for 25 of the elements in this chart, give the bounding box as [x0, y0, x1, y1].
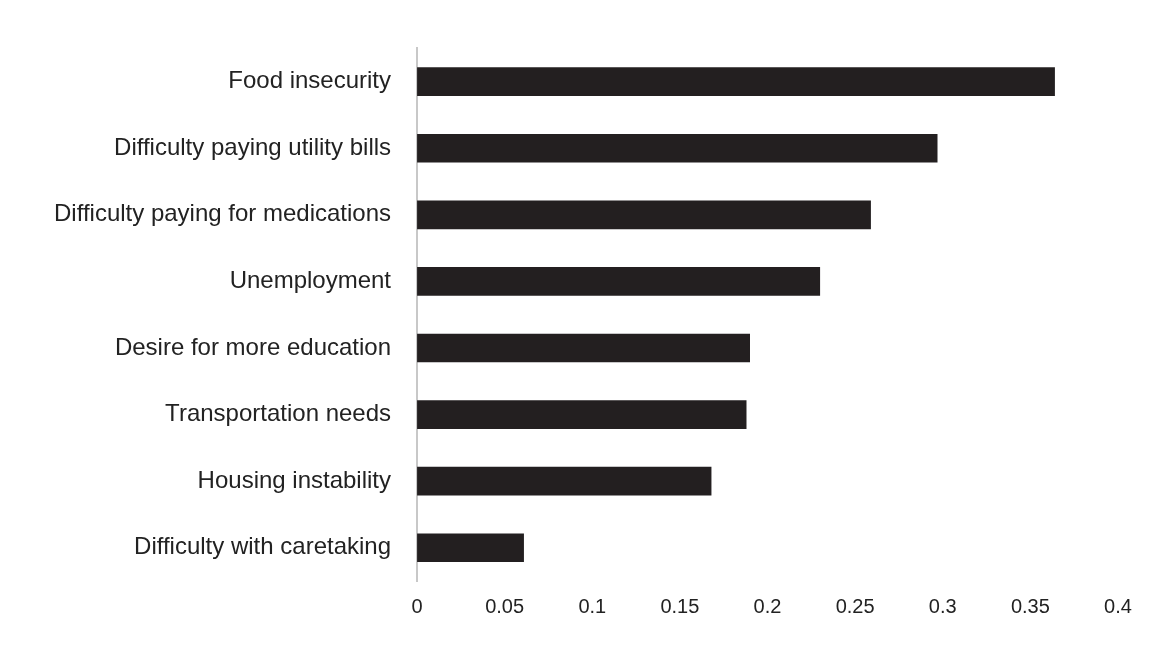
y-tick-label: Transportation needs	[165, 399, 392, 427]
bar	[417, 400, 747, 429]
y-tick-label: Desire for more education	[114, 332, 392, 360]
x-tick-label: 0.15	[660, 594, 700, 617]
y-tick-label: Difficulty paying utility bills	[114, 132, 392, 160]
x-tick-label: 0.25	[835, 594, 875, 617]
x-tick-label: 0.4	[1104, 594, 1132, 617]
x-tick-label: 0.2	[753, 594, 782, 617]
y-tick-label: Housing instability	[197, 465, 392, 493]
bar	[417, 333, 750, 363]
x-tick-label: 0	[411, 594, 423, 617]
x-tick-label: 0.05	[485, 594, 525, 617]
y-tick-label: Unemployment	[229, 266, 392, 294]
bar	[417, 533, 524, 563]
bar	[417, 133, 938, 163]
x-tick-label: 0.35	[1010, 594, 1050, 617]
bar	[417, 200, 871, 230]
y-tick-label: Difficulty paying for medications	[54, 199, 392, 227]
bar	[417, 466, 712, 496]
bar	[417, 67, 1055, 96]
y-tick-label: Food insecurity	[228, 66, 392, 94]
bar	[417, 267, 821, 296]
x-tick-label: 0.3	[928, 594, 957, 617]
x-tick-label: 0.1	[578, 594, 607, 617]
y-tick-label: Difficulty with caretaking	[134, 532, 392, 560]
